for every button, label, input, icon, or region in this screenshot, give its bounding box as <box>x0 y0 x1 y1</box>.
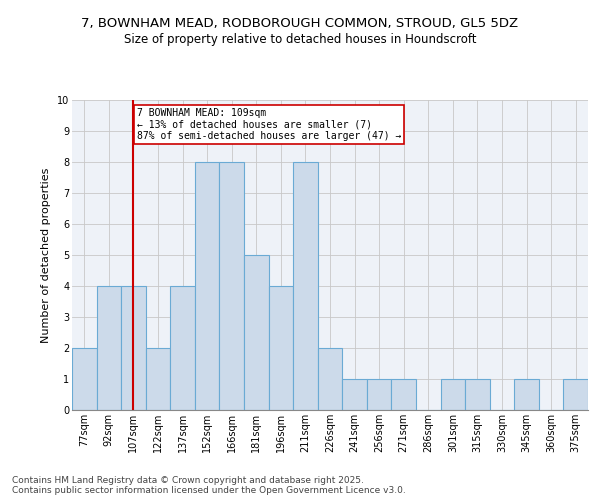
Bar <box>269 286 293 410</box>
Text: Contains HM Land Registry data © Crown copyright and database right 2025.
Contai: Contains HM Land Registry data © Crown c… <box>12 476 406 495</box>
Bar <box>342 379 367 410</box>
Text: 7, BOWNHAM MEAD, RODBOROUGH COMMON, STROUD, GL5 5DZ: 7, BOWNHAM MEAD, RODBOROUGH COMMON, STRO… <box>82 18 518 30</box>
Bar <box>514 379 539 410</box>
Bar <box>465 379 490 410</box>
Bar <box>170 286 195 410</box>
Bar <box>244 255 269 410</box>
Text: Size of property relative to detached houses in Houndscroft: Size of property relative to detached ho… <box>124 32 476 46</box>
Bar <box>391 379 416 410</box>
Y-axis label: Number of detached properties: Number of detached properties <box>41 168 52 342</box>
Bar <box>195 162 220 410</box>
Bar <box>318 348 342 410</box>
Bar <box>72 348 97 410</box>
Bar <box>563 379 588 410</box>
Bar <box>220 162 244 410</box>
Bar <box>97 286 121 410</box>
Bar <box>146 348 170 410</box>
Bar <box>367 379 391 410</box>
Bar <box>440 379 465 410</box>
Bar <box>293 162 318 410</box>
Text: 7 BOWNHAM MEAD: 109sqm
← 13% of detached houses are smaller (7)
87% of semi-deta: 7 BOWNHAM MEAD: 109sqm ← 13% of detached… <box>137 108 401 141</box>
Bar <box>121 286 146 410</box>
